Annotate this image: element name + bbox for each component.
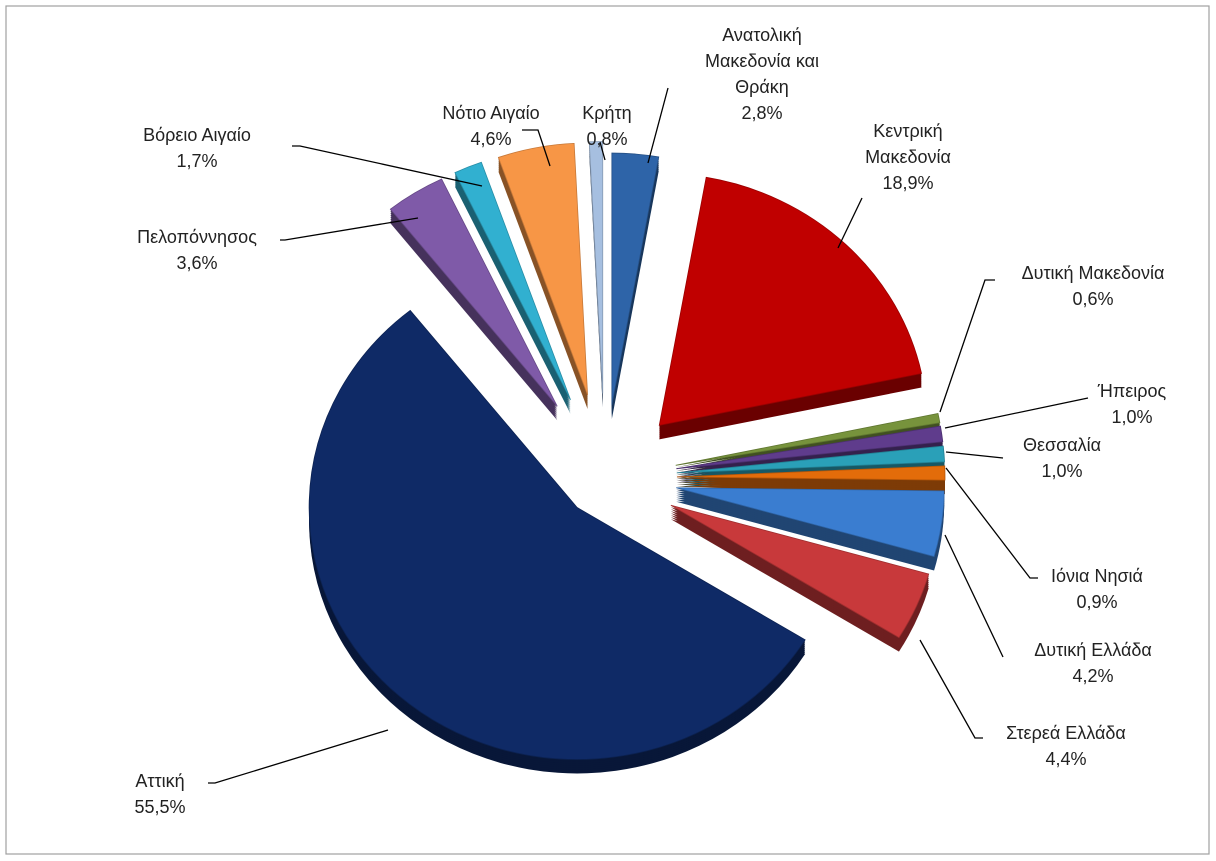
slice-label: Στερεά Ελλάδα 4,4% [1006,720,1126,772]
category-label: Βόρειο Αιγαίο [143,125,251,145]
slice-label: Νότιο Αιγαίο 4,6% [442,100,539,152]
slice [676,445,945,474]
slice-label: Πελοπόννησος 3,6% [137,224,257,276]
leader-line [647,87,669,164]
category-label: Θεσσαλία [1022,435,1102,455]
value-label: 0,6% [1072,289,1114,309]
category-label: Νότιο Αιγαίο [442,103,540,123]
value-label: 0,8% [586,129,628,149]
slice-label: Κρήτη 0,8% [582,100,631,152]
value-label: 0,9% [1076,592,1118,612]
leader-line [522,129,551,167]
slice [497,142,588,396]
slice-label: Δυτική Μακεδονία 0,6% [1022,260,1165,312]
slice-label: Αττική 55,5% [134,768,185,820]
slice [588,141,604,394]
category-label: Δυτική Μακεδονία [1021,263,1165,283]
slice-label: Δυτική Ελλάδα 4,2% [1034,637,1152,689]
slice [675,412,941,466]
leader-line [945,451,1004,459]
category-label: Κεντρική Μακεδονία [865,121,951,167]
leader-line [944,397,1089,429]
leader-line [944,534,1004,658]
leader-line [837,197,863,249]
value-label: 1,0% [1111,407,1153,427]
category-label: Δυτική Ελλάδα [1034,640,1152,660]
category-label: Ήπειρος [1097,381,1167,401]
leader-line [292,145,483,187]
slice [389,178,558,407]
slice-label: Βόρειο Αιγαίο 1,7% [143,122,251,174]
slice-label: Κεντρική Μακεδονία 18,9% [848,118,968,196]
leader-line [939,279,995,413]
leader-line [280,217,419,241]
leader-line [945,467,1038,579]
category-label: Πελοπόννησος [137,227,257,247]
leader-line [599,141,606,161]
leader-line [919,639,983,739]
value-label: 1,7% [176,151,218,171]
category-label: Αττική [135,771,185,791]
slice [658,176,923,426]
slice [611,152,660,406]
slice-label: Ήπειρος 1,0% [1098,378,1166,430]
slice-label: Ιόνια Νησιά 0,9% [1051,563,1143,615]
category-label: Στερεά Ελλάδα [1006,723,1126,743]
value-label: 4,2% [1072,666,1114,686]
value-label: 2,8% [741,103,783,123]
category-label: Κρήτη [582,103,632,123]
slice [676,425,944,470]
value-label: 1,0% [1041,461,1083,481]
slice [676,487,945,557]
slice-label: Θεσσαλία 1,0% [1023,432,1101,484]
value-label: 18,9% [882,173,934,193]
slice-label: Ανατολική Μακεδονία και Θράκη 2,8% [687,22,837,126]
value-label: 55,5% [134,797,186,817]
slice [670,504,930,639]
leader-line [208,729,389,784]
value-label: 3,6% [176,253,218,273]
slice [676,465,946,481]
value-label: 4,6% [470,129,512,149]
slice [308,309,806,760]
category-label: Ανατολική Μακεδονία και Θράκη [704,25,820,97]
value-label: 4,4% [1045,749,1087,769]
category-label: Ιόνια Νησιά [1051,566,1143,586]
slice [454,161,571,401]
